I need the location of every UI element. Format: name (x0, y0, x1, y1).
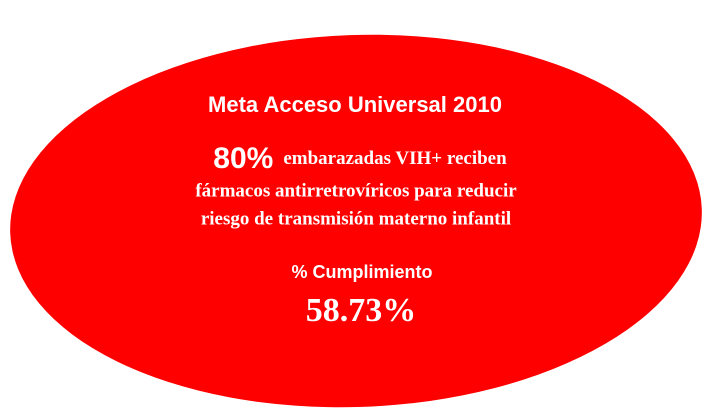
goal-text: embarazadas VIH+ reciben (283, 148, 507, 169)
goal-highlight: 80% (213, 142, 273, 175)
goal-line-3: riesgo de transmisión materno infantil (201, 208, 511, 229)
goal-line-1: 80% embarazadas VIH+ reciben (213, 142, 507, 175)
goal-line-2: fármacos antirretrovíricos para reducir (195, 180, 517, 201)
result-value: 58.73% (306, 292, 417, 329)
title: Meta Acceso Universal 2010 (208, 92, 502, 117)
red-ellipse (10, 34, 702, 408)
result-label: % Cumplimiento (291, 262, 432, 282)
